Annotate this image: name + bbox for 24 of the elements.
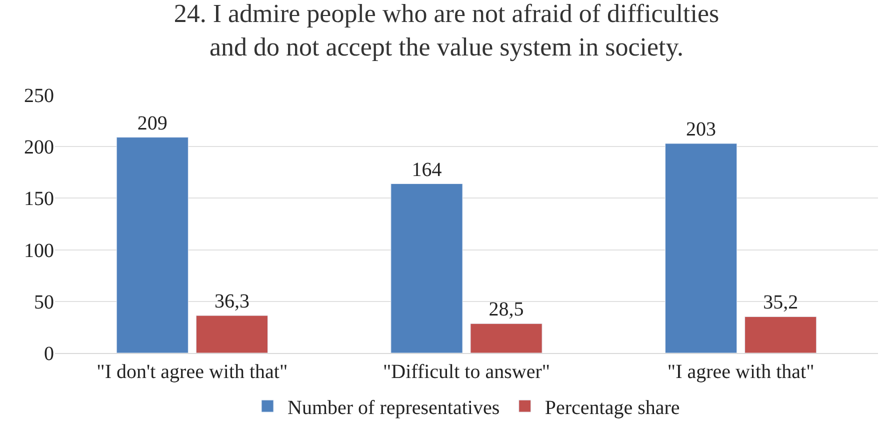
- bar: [470, 323, 542, 353]
- y-tick-label: 0: [44, 343, 54, 365]
- bar: [665, 143, 738, 353]
- data-label: 209: [137, 112, 168, 134]
- bar: [744, 316, 817, 353]
- data-label: 164: [412, 158, 442, 181]
- data-label: 36,3: [214, 290, 250, 313]
- y-tick-label: 250: [24, 85, 54, 107]
- bar: [390, 184, 463, 353]
- y-tick-label: 150: [24, 188, 54, 210]
- x-tick-label: "Difficult to answer": [382, 361, 550, 383]
- y-tick-label: 100: [24, 240, 54, 262]
- y-tick-label: 200: [24, 136, 54, 159]
- data-label: 28,5: [488, 298, 524, 321]
- bar: [116, 137, 188, 353]
- bar: [196, 315, 268, 353]
- y-tick-label: 50: [34, 291, 54, 314]
- chart-title: 24. I admire people who are not afraid of difficulties and do not accept the value system in society.: [174, 0, 720, 62]
- legend-label: Percentage share: [544, 396, 680, 419]
- x-tick-label: "I agree with that": [667, 361, 814, 383]
- x-tick-label: "I don't agree with that": [96, 361, 288, 383]
- data-label: 203: [686, 118, 716, 140]
- data-label: 35,2: [763, 292, 798, 314]
- legend-label: Number of representatives: [288, 396, 500, 419]
